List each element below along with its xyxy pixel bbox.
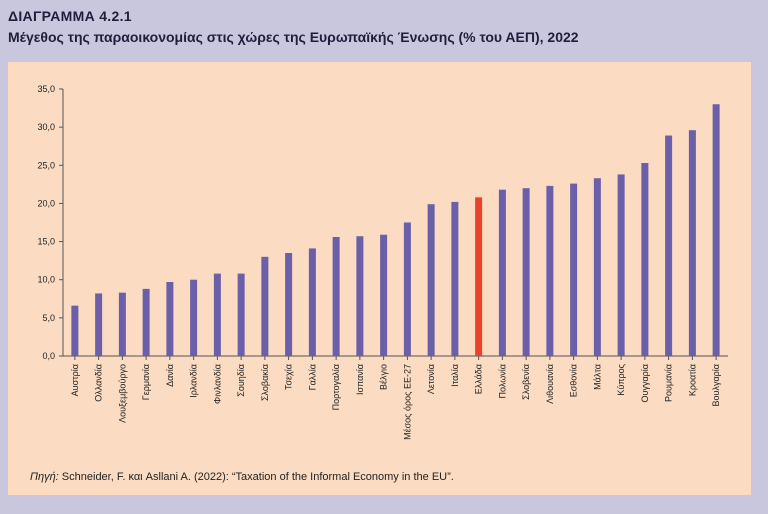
y-tick-label: 30,0 — [37, 122, 55, 132]
bar — [641, 162, 649, 356]
bar — [617, 174, 625, 356]
bar — [213, 273, 221, 356]
x-tick-label: Αυστρία — [70, 364, 80, 396]
chart-panel: 0,0 5,0 10,0 15,0 20,0 25,0 30,0 35,0 Αυστρία Ολλ… — [8, 62, 751, 495]
bar — [356, 236, 364, 356]
bar — [166, 282, 174, 356]
bar — [546, 185, 554, 356]
x-tick-label: Ιρλανδία — [189, 364, 199, 398]
x-tick-label: Σουηδία — [236, 364, 246, 397]
y-tick-label: 15,0 — [37, 237, 55, 247]
x-tick-label: Εσθονία — [569, 364, 579, 397]
x-tick-label: Βουλγαρία — [711, 364, 721, 406]
source-note: Πηγή: Schneider, F. και Asllani A. (2022… — [30, 471, 454, 483]
x-tick-label: Ολλανδία — [94, 364, 104, 402]
bar — [475, 197, 483, 356]
bar — [261, 256, 269, 356]
x-tick-label: Ρουμανία — [664, 364, 674, 402]
bar — [190, 279, 198, 356]
x-tick-label: Κροατία — [687, 364, 697, 396]
x-tick-label: Μάλτα — [592, 364, 602, 390]
x-tick-label: Μέσος όρος ΕΕ-27 — [402, 364, 412, 440]
source-text: Schneider, F. και Asllani A. (2022): “Ta… — [58, 471, 454, 483]
bar — [522, 188, 530, 356]
x-tick-label: Κύπρος — [616, 363, 626, 395]
bar — [95, 293, 103, 356]
bar — [403, 222, 411, 356]
bar — [308, 248, 316, 356]
bar — [688, 130, 696, 356]
x-tick-label: Τσεχία — [284, 364, 294, 390]
bar — [142, 288, 150, 356]
figure-label: ΔΙΑΓΡΑΜΜΑ 4.2.1 — [8, 8, 132, 24]
x-tick-label: Λετονία — [426, 364, 436, 394]
bar — [118, 292, 126, 356]
x-tick-label: Πολωνία — [497, 364, 507, 398]
x-tick-label: Γαλλία — [307, 364, 317, 390]
bar — [71, 305, 79, 356]
bar — [332, 236, 340, 356]
x-tick-label: Ουγγαρία — [640, 364, 650, 402]
x-tick-label: Φινλανδία — [212, 364, 222, 404]
bar — [570, 183, 578, 356]
x-tick-label: Ισπανία — [355, 364, 365, 395]
y-tick-label: 20,0 — [37, 198, 55, 208]
bar — [380, 234, 388, 356]
x-tick-label: Σλοβακία — [260, 364, 270, 401]
x-tick-label: Πορτογαλία — [331, 364, 341, 410]
bar — [427, 204, 435, 356]
source-label: Πηγή: — [30, 471, 59, 483]
bar — [593, 178, 601, 356]
bar — [665, 135, 673, 356]
x-tick-label: Δανία — [165, 364, 175, 387]
x-tick-label: Λιθουανία — [545, 364, 555, 404]
y-tick-label: 35,0 — [37, 84, 55, 94]
x-tick-label: Βέλγιο — [379, 364, 389, 390]
x-tick-label: Ιταλία — [450, 364, 460, 387]
y-tick-label: 10,0 — [37, 275, 55, 285]
bar — [285, 253, 293, 356]
bar — [237, 273, 245, 356]
x-tick-label: Λουξεμβούργο — [117, 364, 127, 423]
x-tick-label: Ελλάδα — [474, 364, 484, 394]
x-tick-label: Γερμανία — [141, 364, 151, 400]
y-tick-label: 25,0 — [37, 160, 55, 170]
y-tick-label: 5,0 — [42, 313, 55, 323]
bar-chart: 0,0 5,0 10,0 15,0 20,0 25,0 30,0 35,0 Αυστρία Ολλ… — [37, 84, 728, 440]
y-tick-label: 0,0 — [42, 351, 55, 361]
bar — [712, 104, 720, 356]
bar — [451, 201, 459, 356]
bar — [498, 189, 506, 356]
x-tick-label: Σλοβενία — [521, 364, 531, 400]
chart-heading: ΔΙΑΓΡΑΜΜΑ 4.2.1 Μέγεθος της παραοικονομί… — [8, 8, 579, 45]
chart-title: Μέγεθος της παραοικονομίας στις χώρες τη… — [8, 29, 579, 45]
